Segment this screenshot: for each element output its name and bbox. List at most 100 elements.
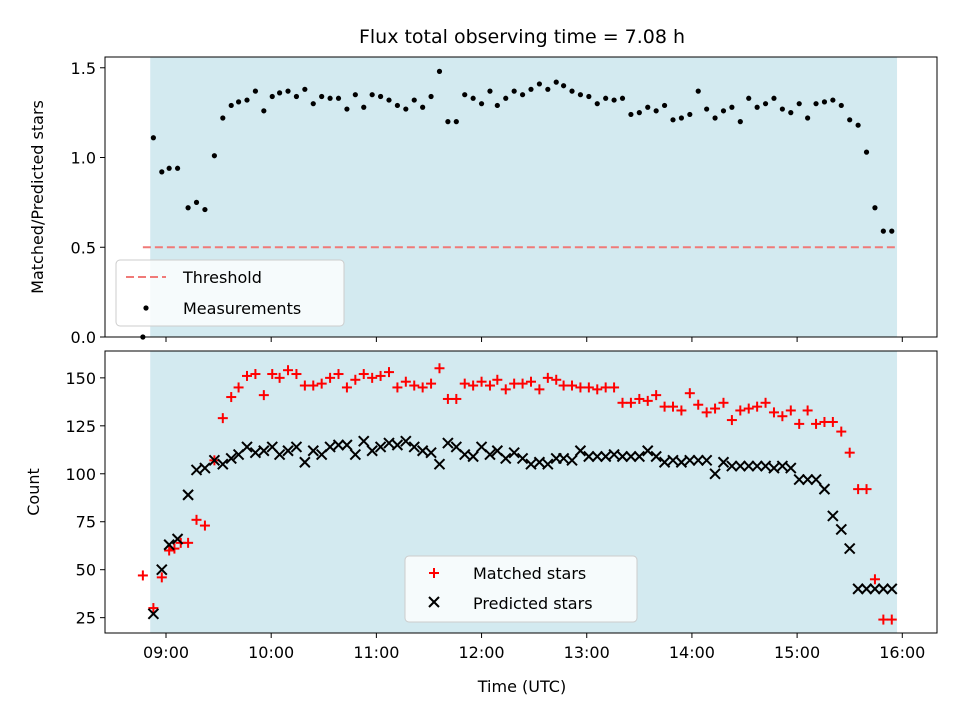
measurement-point [166, 165, 172, 171]
measurement-point [302, 86, 308, 92]
predicted-star-point [374, 441, 387, 453]
measurement-point [211, 153, 217, 159]
matched-star-point [768, 407, 779, 418]
matched-star-point [409, 380, 420, 391]
measurement-point [737, 119, 743, 125]
measurement-point [779, 106, 785, 112]
matched-star-point [492, 374, 503, 385]
matched-star-point [567, 380, 578, 391]
measurement-point [796, 101, 802, 107]
x-tick-label: 13:00 [564, 643, 610, 662]
matched-star-point [667, 401, 678, 412]
measurement-point [545, 86, 551, 92]
measurement-point [150, 135, 156, 141]
matched-star-point [575, 382, 586, 393]
legend-threshold-label: Threshold [182, 268, 262, 287]
matched-star-point [442, 393, 453, 404]
measurement-point [813, 101, 819, 107]
predicted-star-point [625, 450, 637, 463]
measurement-point [762, 101, 769, 107]
predicted-star-point [785, 462, 797, 474]
matched-star-point [417, 382, 428, 393]
matched-star-point [819, 416, 830, 427]
predicted-star-point [877, 583, 890, 595]
bottom-y-axis-label: Count [24, 468, 43, 516]
predicted-star-point [190, 464, 203, 476]
measurement-point [453, 119, 459, 125]
top-legend: Threshold Measurements [115, 259, 345, 327]
matched-star-point [451, 393, 462, 404]
x-tick-label: 15:00 [774, 643, 820, 662]
predicted-star-point [667, 454, 679, 467]
x-axis-label: Time (UTC) [477, 677, 566, 696]
measurement-point [536, 81, 543, 87]
predicted-star-point [400, 435, 412, 447]
matched-star-point [199, 520, 210, 531]
predicted-star-point [675, 456, 688, 468]
measurement-point [436, 68, 443, 74]
matched-star-point [333, 369, 344, 380]
measurement-point [487, 88, 493, 94]
matched-star-point [325, 372, 336, 383]
predicted-star-point [709, 468, 721, 480]
top-frame [104, 56, 938, 338]
measurement-point [159, 169, 165, 175]
matched-star-point [400, 376, 411, 387]
measurement-point [577, 92, 584, 98]
measurement-point [185, 205, 191, 211]
predicted-star-point [835, 523, 847, 536]
top-legend-box [115, 259, 345, 327]
matched-star-point [684, 388, 695, 399]
matched-star-point [217, 413, 228, 424]
predicted-star-point [156, 563, 168, 576]
measurement-point [293, 93, 300, 100]
matched-star-point [509, 378, 520, 389]
predicted-star-point [776, 460, 789, 472]
matched-star-point [735, 405, 746, 416]
matched-star-point [341, 382, 352, 393]
measurement-point [369, 92, 375, 98]
measurement-point [569, 88, 575, 94]
predicted-star-point [734, 460, 747, 472]
predicted-star-point [583, 450, 595, 463]
measurement-point [880, 228, 886, 234]
matched-star-point [760, 397, 771, 408]
bottom-legend: Matched stars Predicted stars [404, 555, 638, 623]
predicted-stars-series [147, 435, 898, 620]
predicted-star-point [500, 452, 512, 465]
matched-star-point [308, 380, 319, 391]
x-tick-label: 16:00 [879, 643, 925, 662]
measurement-point [746, 95, 752, 101]
matched-star-point [191, 514, 202, 525]
matched-star-point [785, 405, 796, 416]
measurement-point [603, 95, 609, 101]
matched-star-point [233, 382, 244, 393]
measurement-point [327, 95, 333, 101]
predicted-star-point [642, 445, 654, 457]
measurement-point [847, 117, 853, 123]
matched-star-point [542, 372, 553, 383]
predicted-star-point [810, 473, 822, 486]
predicted-star-point [616, 450, 629, 463]
top-y-axis-label: Matched/Predicted stars [28, 100, 47, 294]
measurement-point [695, 88, 701, 94]
predicted-star-point [290, 441, 303, 453]
predicted-star-point [217, 458, 229, 470]
predicted-star-point [574, 445, 587, 457]
top-y-axis: 0.0 0.5 1.0 1.5 [71, 59, 105, 347]
predicted-star-point [467, 450, 479, 463]
measurement-point [805, 115, 811, 121]
predicted-star-point [751, 460, 763, 472]
measurement-point [528, 86, 534, 92]
predicted-star-point [341, 439, 353, 451]
measurement-point [594, 101, 600, 107]
predicted-star-point [307, 445, 319, 457]
top-panel: 0.0 0.5 1.0 1.5 Matched/Predicted stars Thr… [28, 56, 938, 347]
predicted-star-point [843, 542, 856, 555]
measurement-point [420, 104, 426, 110]
measurement-point [220, 115, 226, 121]
measurement-point [503, 95, 509, 101]
predicted-star-point [425, 446, 437, 459]
measurement-point [653, 108, 659, 114]
measurements-series [140, 68, 895, 340]
